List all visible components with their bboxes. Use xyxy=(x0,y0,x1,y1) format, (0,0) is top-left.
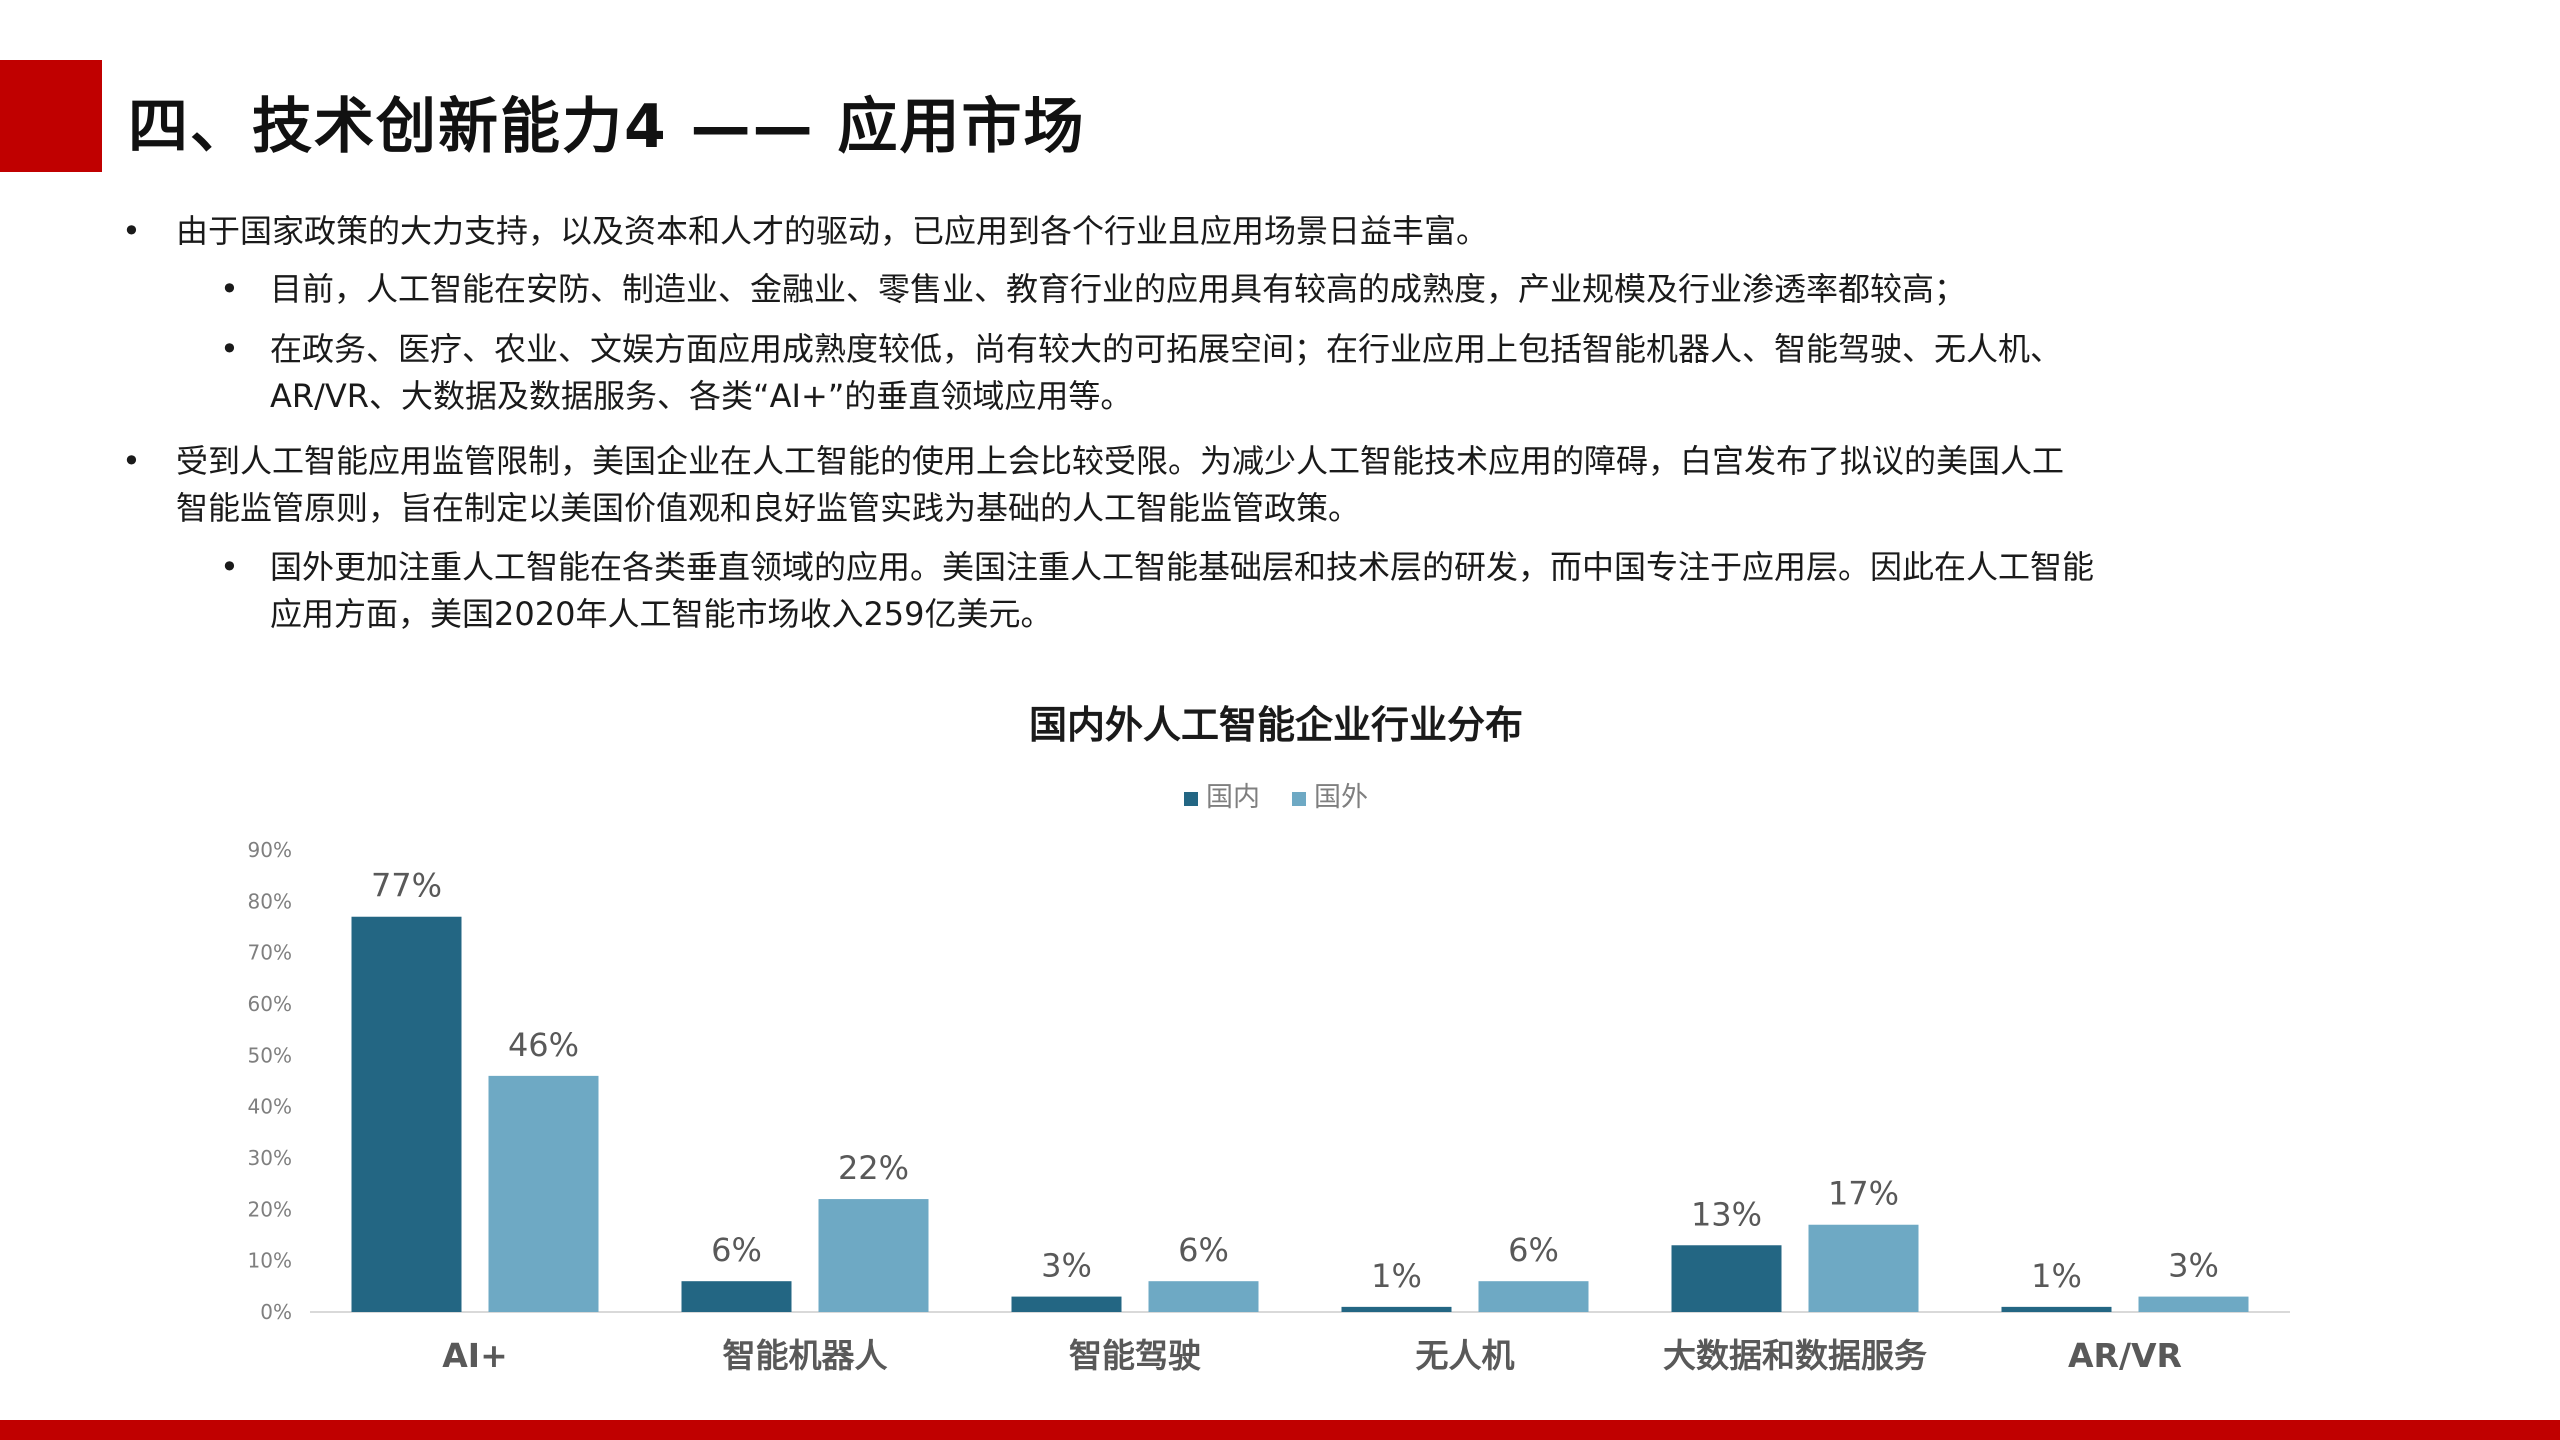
y-tick-label: 90% xyxy=(248,838,292,862)
bullet-marker: • xyxy=(220,270,239,308)
bullet-list: • 由于国家政策的大力支持，以及资本和人才的驱动，已应用到各个行业且应用场景日益丰… xyxy=(0,0,2560,640)
data-label: 13% xyxy=(1691,1195,1762,1233)
x-category-label: 大数据和数据服务 xyxy=(1663,1336,1927,1375)
data-label: 6% xyxy=(1178,1231,1229,1269)
y-tick-label: 40% xyxy=(248,1095,292,1119)
x-category-label: AI+ xyxy=(442,1336,507,1375)
bar-domestic xyxy=(1341,1306,1452,1312)
chart-title: 国内外人工智能企业行业分布 xyxy=(1029,703,1523,747)
bar-domestic xyxy=(1011,1296,1122,1312)
bullet-marker: • xyxy=(122,212,141,250)
bullet-text-line: 国外更加注重人工智能在各类垂直领域的应用。美国注重人工智能基础层和技术层的研发，… xyxy=(270,548,2095,586)
y-tick-label: 80% xyxy=(248,889,292,913)
data-label: 46% xyxy=(508,1026,579,1064)
bar-domestic xyxy=(2001,1306,2112,1312)
bar-foreign xyxy=(1148,1281,1259,1312)
bullet-text-line: 目前，人工智能在安防、制造业、金融业、零售业、教育行业的应用具有较高的成熟度，产… xyxy=(270,270,1967,308)
bullet-text-line: 由于国家政策的大力支持，以及资本和人才的驱动，已应用到各个行业且应用场景日益丰富… xyxy=(176,212,1489,250)
y-tick-label: 0% xyxy=(260,1300,292,1324)
y-tick-label: 50% xyxy=(248,1043,292,1067)
bar-foreign xyxy=(2138,1296,2249,1312)
bar-chart: 国内外人工智能企业行业分布国内 国外 0% 10% 20% 30% 40% 50% 60% 70%… xyxy=(0,680,2560,1420)
bullet-marker: • xyxy=(220,548,239,586)
legend-label: 国内 xyxy=(1206,782,1260,813)
legend-swatch xyxy=(1184,792,1198,806)
bar-foreign xyxy=(488,1075,599,1312)
y-tick-label: 30% xyxy=(248,1146,292,1170)
data-label: 6% xyxy=(711,1231,762,1269)
slide-title: 四、技术创新能力4 —— 应用市场 xyxy=(128,92,1086,162)
data-label: 22% xyxy=(838,1149,909,1187)
data-label: 1% xyxy=(2031,1257,2082,1295)
bottom-accent-bar xyxy=(0,1420,2560,1440)
x-category-label: 智能机器人 xyxy=(723,1336,888,1375)
y-tick-label: 70% xyxy=(248,941,292,965)
data-label: 77% xyxy=(371,867,442,905)
bar-foreign xyxy=(818,1199,929,1312)
title-accent-block xyxy=(0,60,102,172)
bullet-text-line: 受到人工智能应用监管限制，美国企业在人工智能的使用上会比较受限。为减少人工智能技… xyxy=(176,442,2065,480)
x-category-label: AR/VR xyxy=(2068,1336,2182,1375)
data-label: 6% xyxy=(1508,1231,1559,1269)
bar-domestic xyxy=(681,1281,792,1312)
bar-domestic xyxy=(351,916,462,1312)
y-tick-label: 10% xyxy=(248,1249,292,1273)
bullet-text-line: 应用方面，美国2020年人工智能市场收入259亿美元。 xyxy=(270,595,1053,633)
bar-foreign xyxy=(1478,1281,1589,1312)
bullet-text-line: 智能监管原则，旨在制定以美国价值观和良好监管实践为基础的人工智能监管政策。 xyxy=(176,489,1361,527)
legend-label: 国外 xyxy=(1314,782,1368,813)
bullet-text-line: 在政务、医疗、农业、文娱方面应用成熟度较低，尚有较大的可拓展空间；在行业应用上包… xyxy=(270,330,2063,368)
bullet-marker: • xyxy=(220,330,239,368)
legend-swatch xyxy=(1292,792,1306,806)
bar-foreign xyxy=(1808,1224,1919,1312)
x-category-label: 无人机 xyxy=(1416,1336,1515,1375)
bar-domestic xyxy=(1671,1245,1782,1312)
data-label: 3% xyxy=(1041,1247,1092,1285)
data-label: 17% xyxy=(1828,1175,1899,1213)
x-category-label: 智能驾驶 xyxy=(1069,1336,1201,1375)
data-label: 3% xyxy=(2168,1247,2219,1285)
bullet-marker: • xyxy=(122,442,141,480)
data-label: 1% xyxy=(1371,1257,1422,1295)
y-tick-label: 60% xyxy=(248,992,292,1016)
y-tick-label: 20% xyxy=(248,1197,292,1221)
bullet-text-line: AR/VR、大数据及数据服务、各类“AI+”的垂直领域应用等。 xyxy=(270,377,1133,415)
